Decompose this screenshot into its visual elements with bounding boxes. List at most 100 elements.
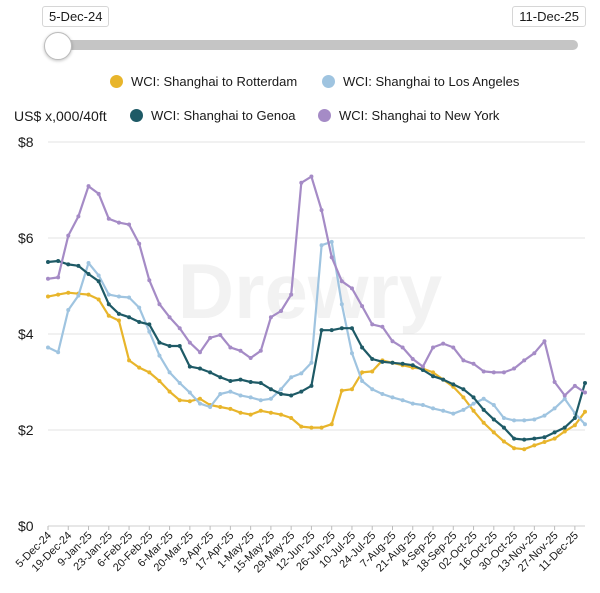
data-point-genoa xyxy=(542,435,547,440)
data-point-los-angeles xyxy=(208,404,213,409)
data-point-rotterdam xyxy=(339,388,344,393)
data-point-genoa xyxy=(562,425,567,430)
data-point-rotterdam xyxy=(106,313,111,318)
data-point-new-york xyxy=(238,348,243,353)
data-point-new-york xyxy=(86,184,91,189)
data-point-los-angeles xyxy=(552,406,557,411)
data-point-new-york xyxy=(147,278,152,283)
data-point-genoa xyxy=(319,328,324,333)
y-tick-label: $0 xyxy=(18,518,34,534)
data-point-los-angeles xyxy=(66,308,71,312)
data-point-los-angeles xyxy=(583,422,587,427)
data-point-new-york xyxy=(177,326,182,331)
data-point-genoa xyxy=(491,417,496,422)
data-point-new-york xyxy=(522,358,527,363)
data-point-genoa xyxy=(552,430,557,435)
data-point-genoa xyxy=(431,374,436,379)
data-point-new-york xyxy=(187,340,192,345)
data-point-rotterdam xyxy=(238,410,243,415)
data-point-los-angeles xyxy=(501,416,506,420)
data-point-genoa xyxy=(76,263,81,268)
data-point-los-angeles xyxy=(380,392,385,396)
data-point-los-angeles xyxy=(481,396,486,401)
data-point-genoa xyxy=(349,326,354,331)
data-point-rotterdam xyxy=(431,370,436,375)
range-start-label: 5-Dec-24 xyxy=(42,6,110,27)
data-point-los-angeles xyxy=(177,380,182,385)
legend-dot-los-angeles xyxy=(322,75,335,88)
data-point-genoa xyxy=(380,359,385,364)
data-point-rotterdam xyxy=(309,425,314,430)
data-point-genoa xyxy=(390,360,395,365)
data-point-los-angeles xyxy=(228,389,233,394)
data-point-genoa xyxy=(471,395,476,400)
data-point-rotterdam xyxy=(370,369,375,374)
data-point-genoa xyxy=(441,377,446,382)
data-point-rotterdam xyxy=(258,408,263,413)
legend-item-los-angeles[interactable]: WCI: Shanghai to Los Angeles xyxy=(322,74,519,89)
data-point-rotterdam xyxy=(66,290,71,295)
data-point-genoa xyxy=(177,344,182,348)
data-point-genoa xyxy=(46,260,50,264)
data-point-rotterdam xyxy=(501,439,506,444)
legend-item-new-york[interactable]: WCI: Shanghai to New York xyxy=(318,108,499,123)
data-point-los-angeles xyxy=(197,401,202,406)
data-point-genoa xyxy=(279,392,284,396)
data-point-los-angeles xyxy=(339,302,344,307)
data-point-new-york xyxy=(491,370,496,375)
data-point-rotterdam xyxy=(572,423,577,428)
data-point-los-angeles xyxy=(147,329,152,334)
data-point-los-angeles xyxy=(86,260,91,265)
data-point-genoa xyxy=(360,345,365,350)
data-point-new-york xyxy=(76,214,81,219)
data-point-rotterdam xyxy=(583,409,587,414)
legend-item-rotterdam[interactable]: WCI: Shanghai to Rotterdam xyxy=(110,74,297,89)
data-point-genoa xyxy=(218,375,223,380)
data-point-rotterdam xyxy=(147,370,152,375)
data-point-genoa xyxy=(86,272,91,276)
data-point-los-angeles xyxy=(390,395,395,400)
y-tick-label: $6 xyxy=(18,230,34,246)
data-point-los-angeles xyxy=(279,387,284,392)
data-point-los-angeles xyxy=(46,345,50,350)
data-point-rotterdam xyxy=(471,408,476,413)
data-point-new-york xyxy=(299,180,304,185)
data-point-los-angeles xyxy=(512,418,517,423)
data-point-new-york xyxy=(370,322,375,327)
legend-dot-genoa xyxy=(130,109,143,122)
data-point-genoa xyxy=(501,425,506,430)
data-point-genoa xyxy=(309,383,314,388)
legend-dot-rotterdam xyxy=(110,75,123,88)
data-point-new-york xyxy=(309,174,314,179)
data-point-rotterdam xyxy=(56,292,61,297)
data-point-genoa xyxy=(289,393,294,398)
data-point-rotterdam xyxy=(187,399,192,404)
data-point-new-york xyxy=(400,345,405,350)
data-point-new-york xyxy=(501,370,506,375)
data-point-los-angeles xyxy=(76,293,81,298)
data-point-rotterdam xyxy=(157,379,162,384)
data-point-genoa xyxy=(208,370,213,375)
data-point-genoa xyxy=(238,377,243,382)
data-point-los-angeles xyxy=(106,292,111,297)
data-point-los-angeles xyxy=(562,396,567,401)
data-point-rotterdam xyxy=(481,420,486,425)
data-point-los-angeles xyxy=(56,350,61,355)
data-point-new-york xyxy=(461,358,466,363)
legend-item-genoa[interactable]: WCI: Shanghai to Genoa xyxy=(130,108,296,123)
date-range-slider-track[interactable] xyxy=(46,40,578,50)
data-point-genoa xyxy=(400,361,405,366)
data-point-new-york xyxy=(56,275,61,280)
data-point-genoa xyxy=(370,356,375,361)
data-point-los-angeles xyxy=(451,411,456,416)
data-point-los-angeles xyxy=(167,370,172,375)
data-point-los-angeles xyxy=(116,294,121,299)
data-point-los-angeles xyxy=(127,295,132,300)
date-range-slider-handle[interactable] xyxy=(44,32,72,60)
data-point-rotterdam xyxy=(461,395,466,400)
data-point-los-angeles xyxy=(370,387,375,392)
data-point-new-york xyxy=(319,208,324,213)
data-point-genoa xyxy=(420,368,425,372)
data-point-los-angeles xyxy=(248,395,253,400)
data-point-genoa xyxy=(532,436,537,441)
